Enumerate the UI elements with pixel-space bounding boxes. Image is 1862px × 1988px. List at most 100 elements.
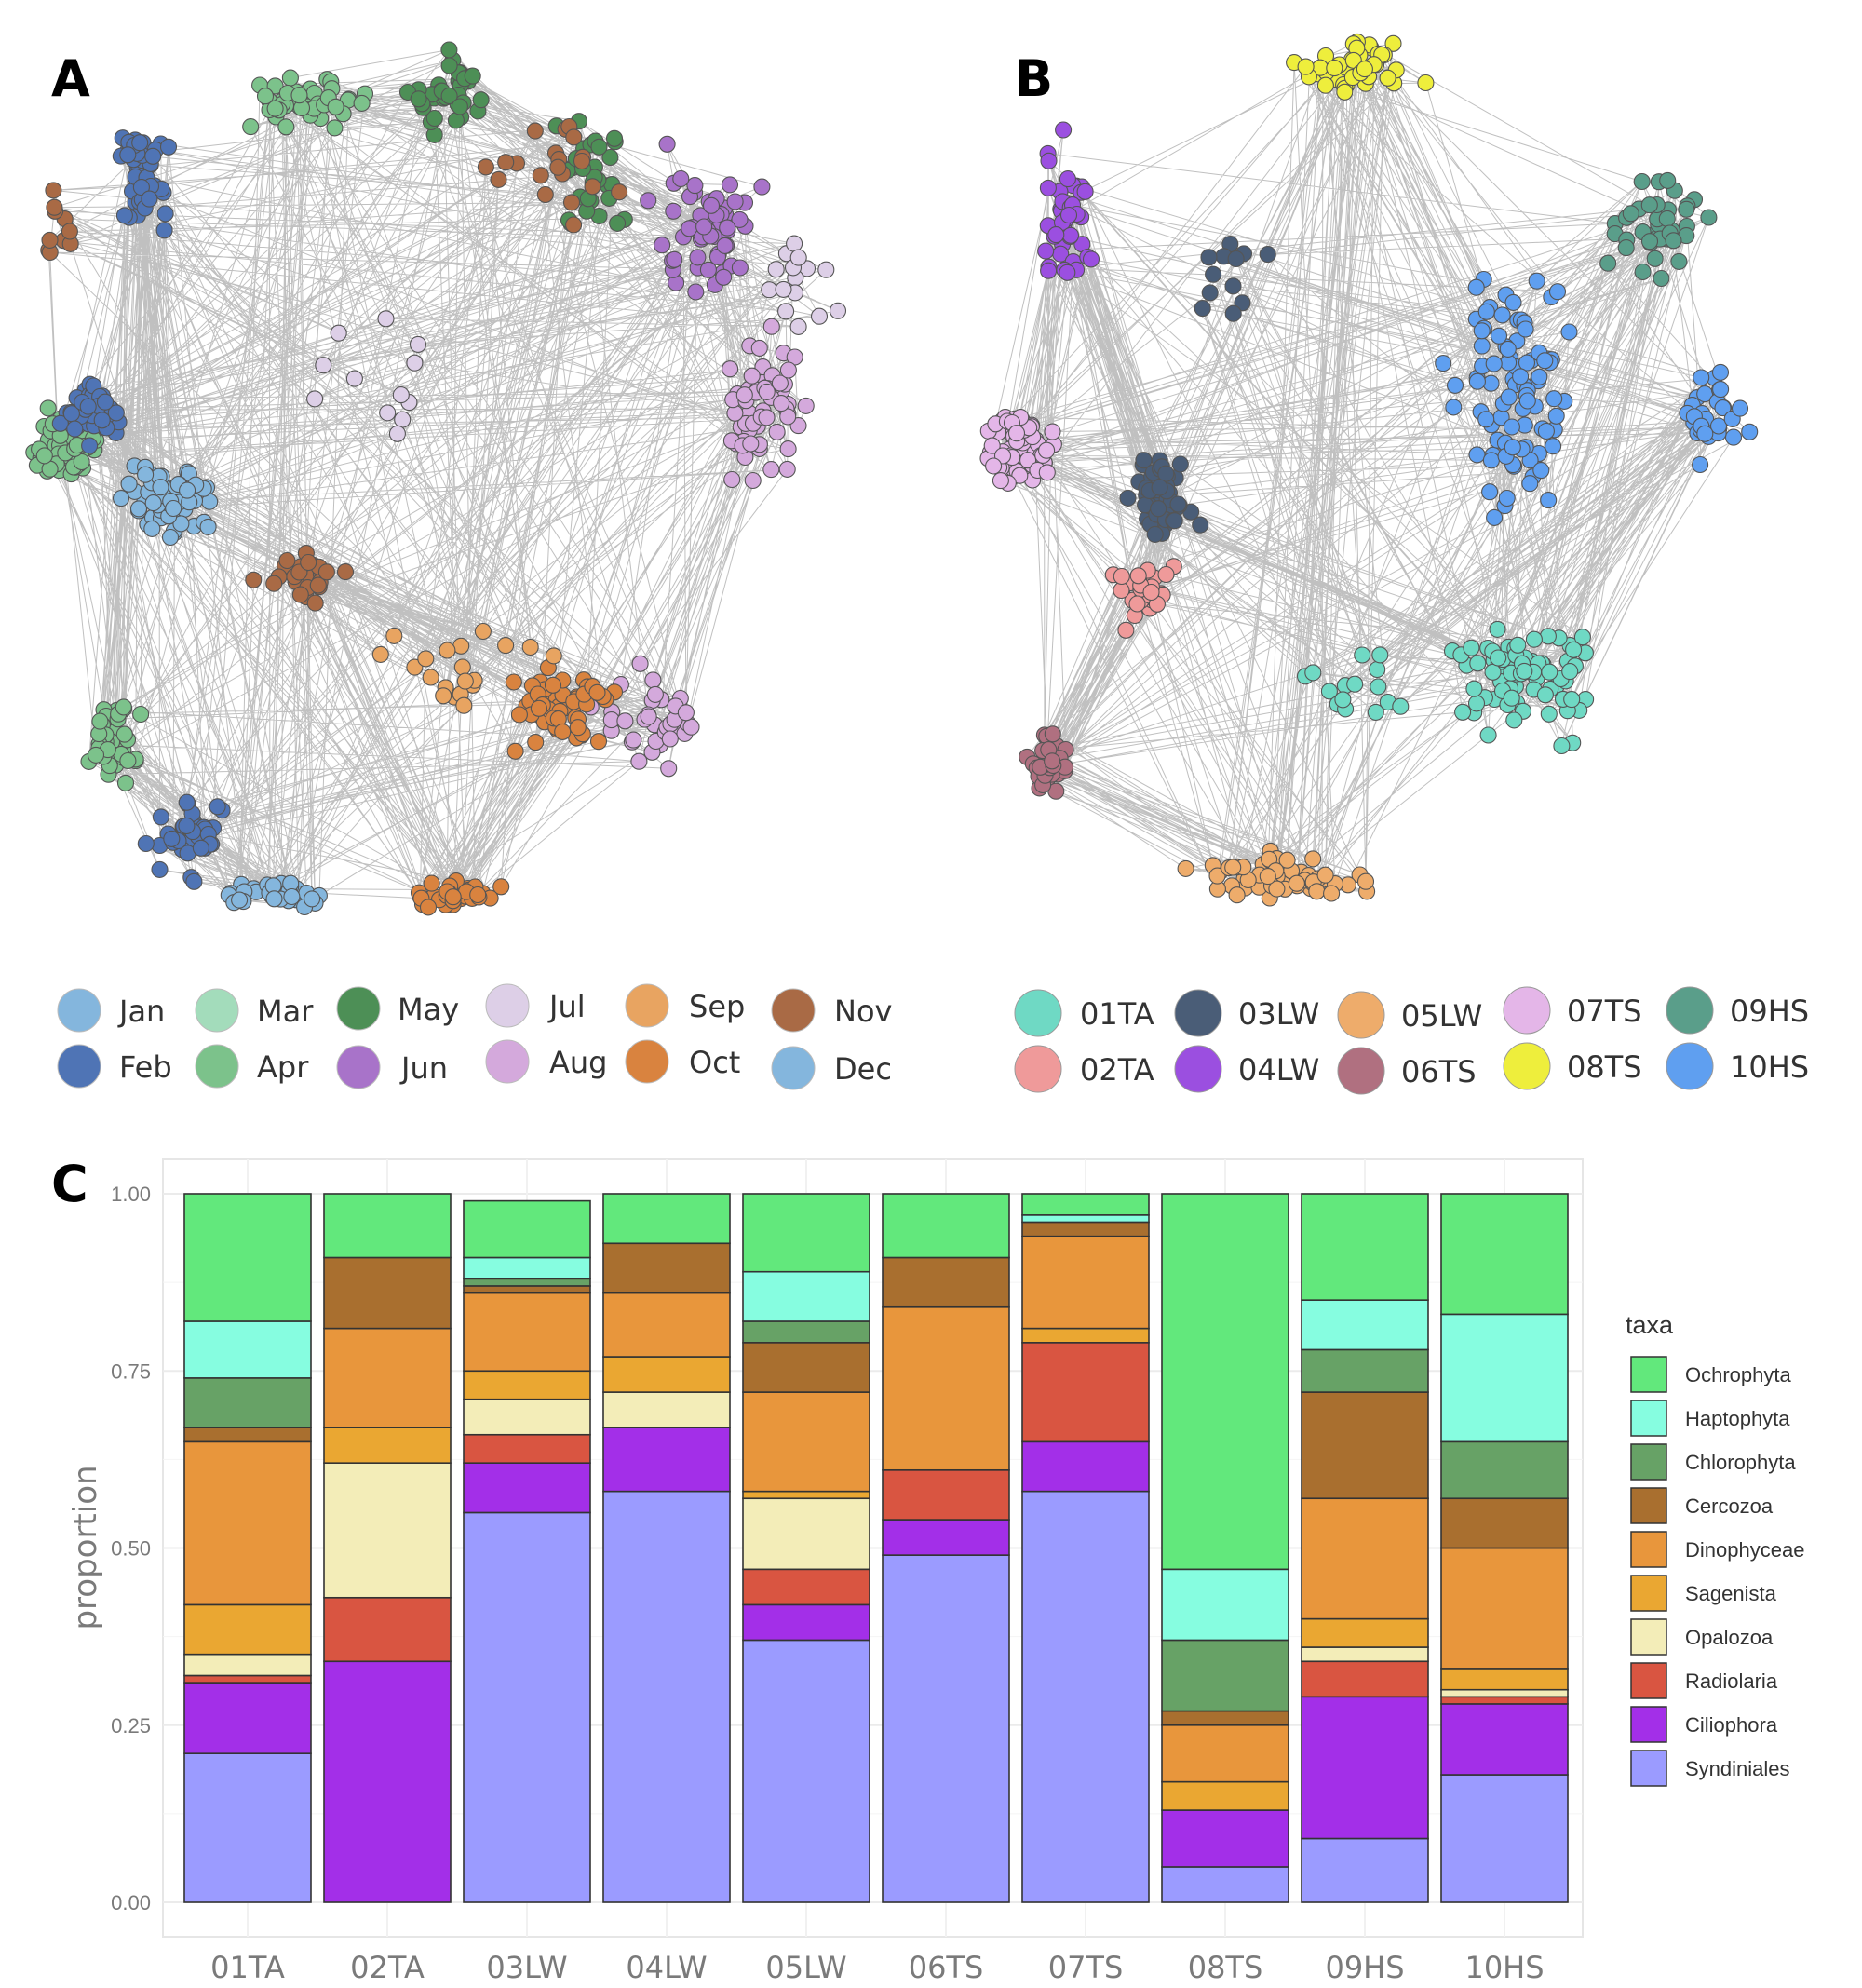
network-a-node xyxy=(192,839,209,857)
network-a xyxy=(25,41,847,916)
bar-03LW-radiolaria xyxy=(463,1433,591,1464)
network-a-node xyxy=(789,249,807,266)
legend-month-oct-label: Oct xyxy=(689,1045,740,1080)
bar-03LW-syndiniales xyxy=(463,1511,591,1903)
legend-module-10hs-label: 10HS xyxy=(1730,1049,1809,1085)
network-b-node xyxy=(1484,663,1502,681)
network-b-node xyxy=(1518,354,1536,372)
bar-03LW-haptophyta xyxy=(463,1256,591,1280)
network-a-node xyxy=(143,520,161,537)
bar-04LW-opalozoa xyxy=(602,1391,731,1428)
legend-module-07ts: 07TS xyxy=(1503,986,1642,1035)
legend-module-04lw-swatch xyxy=(1174,1045,1222,1093)
network-a-node xyxy=(172,515,190,533)
network-b-node xyxy=(1208,867,1226,885)
network-b-node xyxy=(1059,206,1078,224)
network-b-node xyxy=(1326,60,1343,77)
legend-month-sep-label: Sep xyxy=(689,989,745,1024)
network-a-node xyxy=(304,890,321,908)
network-b-node xyxy=(1356,872,1375,890)
network-a-node xyxy=(630,752,648,770)
bar-05LW-sagenista xyxy=(742,1490,870,1500)
network-a-node xyxy=(660,760,678,778)
network-a-node xyxy=(573,152,591,170)
network-a-node xyxy=(758,383,776,400)
taxa-legend-swatch-radiolaria xyxy=(1630,1662,1667,1699)
network-b-node xyxy=(1192,516,1209,534)
network-a-node xyxy=(464,67,481,85)
network-a-node xyxy=(616,712,634,730)
network-b-node xyxy=(985,457,1003,475)
y-tick-label-2: 0.50 xyxy=(111,1537,151,1561)
network-a-node xyxy=(179,481,196,499)
network-b-node xyxy=(1633,172,1651,191)
network-a-node xyxy=(477,158,494,176)
bar-06TS-ochrophyta xyxy=(882,1193,1010,1259)
network-a-node xyxy=(46,198,63,216)
network-a-node xyxy=(406,354,424,372)
network-a-node xyxy=(554,723,572,740)
legend-module-01ta: 01TA xyxy=(1014,989,1154,1037)
network-b-node xyxy=(1224,859,1242,876)
network-b-node xyxy=(1044,423,1061,440)
bar-01TA-ciliophora xyxy=(183,1682,312,1754)
taxa-legend-swatch-sagenista xyxy=(1630,1575,1667,1612)
network-a-node xyxy=(789,318,807,335)
network-a-node xyxy=(797,397,815,414)
network-b-node xyxy=(1563,691,1581,709)
x-axis-ticks: 01TA 02TA 03LW 04LW 05LW 06TS 07TS 08TS 09HS 10HS xyxy=(210,1950,1544,1985)
network-a-node xyxy=(278,551,296,570)
network-b-node xyxy=(1658,210,1676,227)
bar-05LW-opalozoa xyxy=(742,1497,870,1571)
network-b-node xyxy=(1711,363,1730,381)
network-b-node xyxy=(1486,508,1504,526)
bar-09HS-radiolaria xyxy=(1301,1660,1429,1698)
bar-03LW-opalozoa xyxy=(463,1398,591,1436)
network-a-node xyxy=(439,642,456,659)
network-b-node xyxy=(1259,246,1276,264)
network-a-node xyxy=(771,374,789,392)
network-a-node xyxy=(256,88,275,105)
bar-05LW-radiolaria xyxy=(742,1568,870,1606)
x-tick-label-10hs: 10HS xyxy=(1464,1950,1544,1985)
network-a-node xyxy=(129,500,148,518)
network-b-node xyxy=(1565,641,1583,658)
legend-month-apr-label: Apr xyxy=(257,1049,309,1085)
network-b-node xyxy=(1547,407,1565,425)
network-b-node xyxy=(1304,664,1322,682)
network-a-node xyxy=(565,216,583,234)
bar-10HS-opalozoa xyxy=(1440,1688,1569,1698)
network-a-node xyxy=(750,339,768,357)
network-a-node xyxy=(406,658,424,676)
network-b-node xyxy=(1061,226,1080,244)
network-a-node xyxy=(817,261,835,278)
network-a-node xyxy=(371,645,389,663)
bar-01TA-syndiniales xyxy=(183,1752,312,1903)
bar-02TA-ochrophyta xyxy=(323,1193,452,1259)
bar-01TA-haptophyta xyxy=(183,1320,312,1379)
network-a-node xyxy=(132,705,150,724)
network-b-node xyxy=(1463,639,1480,656)
bar-03LW-sagenista xyxy=(463,1370,591,1400)
network-a-node xyxy=(317,563,335,581)
legend-month-nov: Nov xyxy=(771,988,892,1033)
network-a-node xyxy=(677,704,695,722)
legend-module-02ta: 02TA xyxy=(1014,1045,1154,1093)
network-a-node xyxy=(453,658,471,676)
taxa-legend-label-haptophyta: Haptophyta xyxy=(1685,1407,1790,1430)
legend-module-06ts-label: 06TS xyxy=(1401,1054,1477,1089)
bar-05LW-chlorophyta xyxy=(742,1320,870,1344)
bar-07TS-radiolaria xyxy=(1021,1342,1150,1443)
network-b-node xyxy=(1169,495,1187,513)
network-b-node xyxy=(1531,368,1548,385)
taxa-legend-label-cercozoa: Cercozoa xyxy=(1685,1494,1774,1518)
network-b-node xyxy=(1228,886,1246,904)
bar-01TA-ochrophyta xyxy=(183,1193,312,1322)
network-a-node xyxy=(743,367,761,385)
network-a-node xyxy=(155,222,173,239)
network-a-node xyxy=(687,283,705,301)
network-a-node xyxy=(245,571,263,588)
legend-month-apr: Apr xyxy=(195,1044,309,1089)
bars xyxy=(183,1193,1569,1903)
network-b-node xyxy=(1498,489,1516,507)
